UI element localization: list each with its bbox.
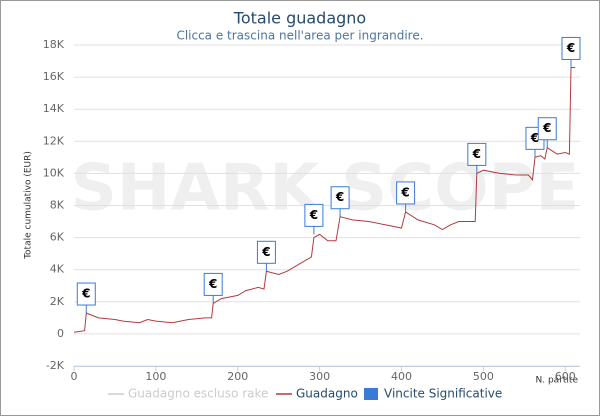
y-tick-label: 10K xyxy=(43,166,65,179)
y-tick-label: 2K xyxy=(50,295,65,308)
chart-subtitle: Clicca e trascina nell'area per ingrandi… xyxy=(176,29,423,43)
y-axis-label: Totale cumulativo (EUR) xyxy=(24,151,34,260)
watermark: SHARK SCOPE xyxy=(71,152,579,226)
flag-label: € xyxy=(81,287,90,301)
legend-item[interactable]: Guadagno xyxy=(276,387,358,401)
flag-label: € xyxy=(208,277,217,291)
legend-label: Guadagno xyxy=(296,387,358,401)
flag-label: € xyxy=(261,245,270,259)
flag-label: € xyxy=(335,190,344,204)
legend-item[interactable]: Guadagno escluso rake xyxy=(108,387,268,401)
y-tick-label: -2K xyxy=(46,359,65,372)
flag-box xyxy=(256,240,276,264)
flag-label: € xyxy=(472,147,481,161)
legend-label: Vincite Significative xyxy=(384,387,502,401)
x-tick-label: 100 xyxy=(145,370,166,383)
flag: € xyxy=(330,186,350,217)
y-tick-label: 8K xyxy=(50,199,65,212)
y-tick-label: 12K xyxy=(43,134,65,147)
y-tick-label: 4K xyxy=(50,263,65,276)
flag-label: € xyxy=(309,208,318,222)
flag: € xyxy=(304,203,324,235)
x-tick-label: 600 xyxy=(555,370,576,383)
x-tick-label: 400 xyxy=(391,370,412,383)
flag-box xyxy=(330,186,350,210)
x-axis-label: N. partite xyxy=(536,376,579,386)
flag-label: € xyxy=(530,131,539,145)
x-tick-label: 0 xyxy=(71,370,78,383)
data-line xyxy=(73,67,576,333)
chart-title: Totale guadagno xyxy=(233,9,366,28)
flag-box xyxy=(304,203,324,227)
flag-label: € xyxy=(566,41,575,55)
flag: € xyxy=(76,282,96,314)
legend-item[interactable]: Vincite Significative xyxy=(364,387,502,401)
flag-box xyxy=(467,142,487,166)
flag-label: € xyxy=(542,121,551,135)
legend-label: Guadagno escluso rake xyxy=(128,387,268,401)
y-tick-label: 14K xyxy=(43,102,65,115)
flag-label: € xyxy=(400,185,409,199)
flag-box xyxy=(203,272,223,296)
x-tick-label: 500 xyxy=(473,370,494,383)
flag: € xyxy=(467,142,487,174)
y-tick-label: 18K xyxy=(43,38,65,51)
x-tick-label: 200 xyxy=(227,370,248,383)
y-tick-label: 16K xyxy=(43,70,65,83)
x-tick-label: 300 xyxy=(309,370,330,383)
flag: € xyxy=(396,181,416,212)
y-tick-label: 6K xyxy=(50,231,65,244)
flag-box xyxy=(561,36,581,60)
legend-swatch xyxy=(364,388,378,400)
y-tick-label: 0 xyxy=(57,327,64,340)
flag: € xyxy=(561,36,581,68)
flag-box xyxy=(537,117,557,141)
flag-box xyxy=(76,282,96,306)
flag: € xyxy=(203,272,223,304)
flag: € xyxy=(537,117,557,148)
flag-box xyxy=(396,181,416,205)
flag: € xyxy=(256,240,276,272)
